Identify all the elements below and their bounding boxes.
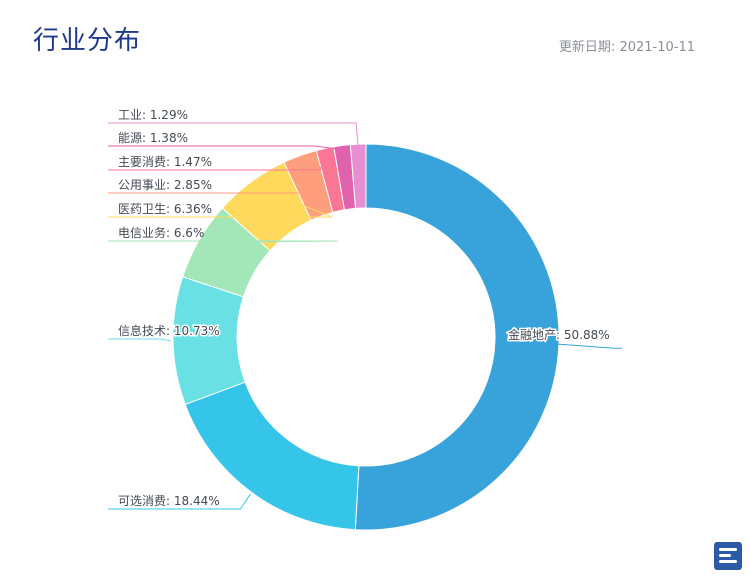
slice-label-4: 医药卫生: 6.36% [118, 202, 212, 216]
leader-line-1 [108, 493, 251, 510]
page-title: 行业分布 [33, 26, 142, 56]
slice-label-1: 可选消费: 18.44% [118, 494, 220, 508]
slice-label-7: 能源: 1.38% [118, 131, 188, 145]
update-date: 更新日期: 2021-10-11 [559, 36, 695, 55]
leader-line-8 [108, 122, 359, 149]
donut-slices [172, 143, 560, 531]
update-date-value: 2021-10-11 [619, 40, 695, 55]
slice-label-0: 金融地产: 50.88% [508, 327, 610, 342]
slice-label-5: 公用事业: 2.85% [118, 178, 212, 192]
update-label: 更新日期: [558, 40, 616, 55]
slice-label-2: 信息技术: 10.73% [118, 323, 220, 338]
leader-line-4 [108, 184, 333, 218]
leader-line-0 [518, 340, 622, 349]
logo-icon [714, 542, 742, 570]
leader-line-3 [108, 240, 339, 243]
label-lines [108, 122, 622, 510]
slice-labels: 金融地产: 50.88% 可选消费: 18.44% 信息技术: 10.73% 电信业务… [117, 108, 612, 508]
slice-0[interactable] [354, 143, 560, 531]
leader-line-6 [108, 152, 327, 171]
slice-8[interactable] [349, 143, 367, 209]
slice-label-3: 电信业务: 6.6% [118, 225, 204, 240]
leader-line-5 [108, 159, 327, 194]
slice-label-6: 主要消费: 1.47% [118, 155, 212, 169]
leader-line-7 [108, 145, 343, 150]
slice-label-8: 工业: 1.29% [118, 108, 188, 122]
slice-2[interactable] [172, 276, 246, 406]
leader-line-2 [108, 338, 172, 342]
